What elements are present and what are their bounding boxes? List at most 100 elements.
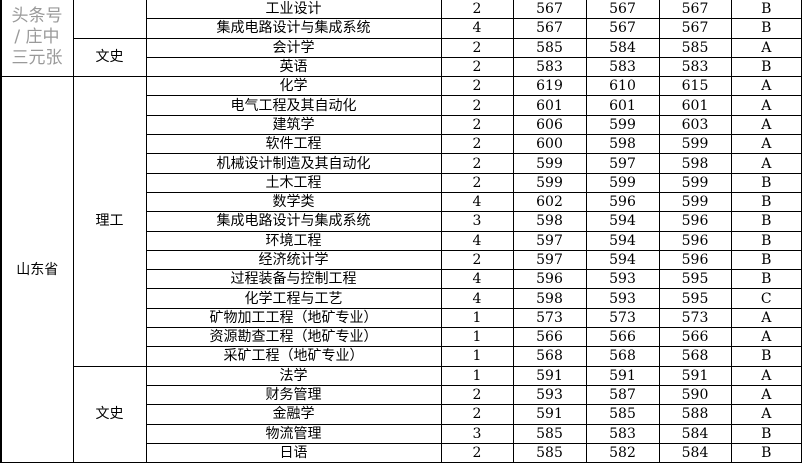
min-score-cell: 598 (585, 134, 660, 155)
max-score-cell: 585 (512, 37, 587, 58)
table-row: 经济统计学 2 597 594 596 B (1, 249, 802, 271)
avg-score-cell: 603 (658, 114, 732, 136)
max-score-cell: 598 (512, 288, 587, 309)
min-score-cell: 599 (585, 172, 660, 193)
max-score-cell: 593 (512, 384, 587, 406)
count-cell: 1 (440, 327, 514, 348)
category-cell: 理工 (72, 76, 147, 367)
table-row: 环境工程 4 597 594 596 B (1, 230, 802, 251)
avg-score-cell: 596 (658, 211, 732, 232)
table-row: 金融学 2 591 585 588 A (1, 404, 802, 425)
grade-cell: A (730, 404, 802, 425)
grade-cell: B (730, 423, 802, 444)
table-row: 工业设计 2 567 567 567 B (0, 0, 802, 78)
category-cell: 文史 (72, 365, 147, 464)
avg-score-cell: 596 (658, 230, 732, 251)
count-cell: 4 (440, 230, 514, 251)
min-score-cell: 594 (585, 249, 660, 271)
max-score-cell: 591 (512, 404, 587, 425)
grade-cell: B (730, 269, 802, 290)
min-score-cell: 597 (585, 153, 660, 174)
grade-cell: B (730, 249, 802, 271)
avg-score-cell: 588 (658, 404, 732, 425)
major-cell: 资源勘查工程（地矿专业） (145, 327, 442, 348)
count-cell: 2 (440, 384, 514, 406)
max-score-cell: 602 (512, 191, 587, 213)
table-row: 文史 法学 1 591 591 591 A (1, 365, 802, 464)
grade-cell: A (730, 384, 802, 406)
avg-score-cell: 599 (658, 172, 732, 193)
table-row: 资源勘查工程（地矿专业） 1 566 566 566 A (1, 327, 802, 348)
avg-score-cell: 599 (658, 191, 732, 213)
max-score-cell: 619 (512, 76, 587, 97)
major-cell: 软件工程 (145, 134, 442, 155)
min-score-cell: 594 (585, 230, 660, 251)
count-cell: 3 (440, 423, 514, 444)
max-score-cell: 573 (512, 307, 587, 329)
min-score-cell: 587 (585, 384, 660, 406)
max-score-cell: 601 (512, 95, 587, 116)
category-cell (72, 0, 147, 39)
avg-score-cell: 615 (658, 76, 732, 97)
max-score-cell: 606 (512, 114, 587, 136)
count-cell: 4 (440, 288, 514, 309)
table-row: 日语 2 585 582 584 B (1, 442, 802, 464)
table-row: 化学工程与工艺 4 598 593 595 C (1, 288, 802, 309)
major-cell: 采矿工程（地矿专业） (145, 346, 442, 367)
count-cell: 4 (440, 191, 514, 213)
avg-score-cell: 590 (658, 384, 732, 406)
avg-score-cell: 591 (658, 365, 732, 386)
table-row: 矿物加工工程（地矿专业） 1 573 573 573 A (1, 307, 802, 329)
grade-cell: B (730, 172, 802, 193)
count-cell: 1 (440, 365, 514, 386)
province-cell: 山东省 (0, 76, 74, 464)
min-score-cell: 568 (585, 346, 660, 367)
min-score-cell: 593 (585, 288, 660, 309)
avg-score-cell: 595 (658, 269, 732, 290)
table-row: 集成电路设计与集成系统 4 567 567 567 B (1, 18, 802, 39)
major-cell: 机械设计制造及其自动化 (145, 153, 442, 174)
min-score-cell: 601 (585, 95, 660, 116)
count-cell: 2 (440, 95, 514, 116)
avg-score-cell: 596 (658, 249, 732, 271)
min-score-cell: 567 (585, 18, 660, 39)
major-cell: 财务管理 (145, 384, 442, 406)
count-cell: 2 (440, 172, 514, 193)
max-score-cell: 568 (512, 346, 587, 367)
grade-cell: A (730, 365, 802, 386)
max-score-cell: 585 (512, 423, 587, 444)
grade-cell: A (730, 37, 802, 58)
count-cell: 2 (440, 114, 514, 136)
grade-cell: B (730, 442, 802, 464)
major-cell: 电气工程及其自动化 (145, 95, 442, 116)
category-cell: 文史 (72, 37, 147, 78)
avg-score-cell: 583 (658, 56, 732, 78)
major-cell: 数学类 (145, 191, 442, 213)
grade-cell: A (730, 76, 802, 97)
table-row: 采矿工程（地矿专业） 1 568 568 568 B (1, 346, 802, 367)
min-score-cell: 585 (585, 404, 660, 425)
table-row: 集成电路设计与集成系统 3 598 594 596 B (1, 211, 802, 232)
max-score-cell: 583 (512, 56, 587, 78)
count-cell: 2 (440, 134, 514, 155)
min-score-cell: 583 (585, 56, 660, 78)
major-cell: 集成电路设计与集成系统 (145, 211, 442, 232)
max-score-cell: 566 (512, 327, 587, 348)
max-score-cell: 596 (512, 269, 587, 290)
avg-score-cell: 585 (658, 37, 732, 58)
avg-score-cell: 599 (658, 134, 732, 155)
count-cell: 2 (440, 0, 514, 20)
table-row: 山东省 理工 化学 2 619 610 615 A (0, 76, 802, 464)
min-score-cell: 591 (585, 365, 660, 386)
major-cell: 金融学 (145, 404, 442, 425)
count-cell: 1 (440, 346, 514, 367)
count-cell: 2 (440, 56, 514, 78)
avg-score-cell: 566 (658, 327, 732, 348)
watermark: 头条号 / 庄中三元张 (11, 6, 63, 68)
major-cell: 法学 (145, 365, 442, 386)
max-score-cell: 591 (512, 365, 587, 386)
grade-cell: B (730, 230, 802, 251)
major-cell: 化学 (145, 76, 442, 97)
major-cell: 经济统计学 (145, 249, 442, 271)
avg-score-cell: 568 (658, 346, 732, 367)
